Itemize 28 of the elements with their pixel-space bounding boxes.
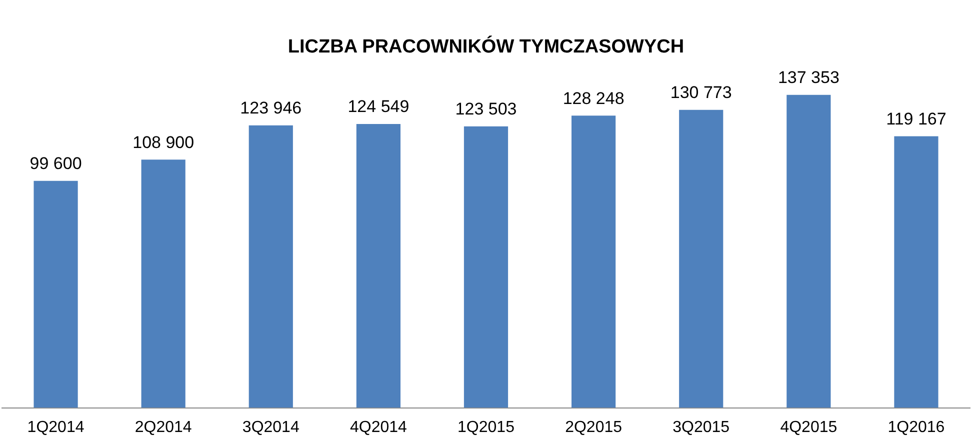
- bar: [786, 94, 831, 408]
- x-tick-label: 1Q2016: [888, 418, 945, 436]
- data-label: 137 353: [778, 68, 840, 88]
- x-tick-label: 4Q2014: [350, 418, 408, 436]
- bar: [356, 124, 400, 408]
- bar: [141, 160, 186, 408]
- bar: [34, 180, 78, 408]
- x-tick-label: 1Q2015: [458, 418, 515, 436]
- data-label: 108 900: [132, 132, 194, 152]
- data-label: 130 773: [670, 83, 732, 102]
- bar: [894, 136, 938, 408]
- data-label: 123 503: [455, 100, 517, 119]
- x-tick-label: 1Q2014: [27, 418, 84, 436]
- bar: [679, 110, 724, 408]
- x-tick-label: 2Q2014: [134, 418, 192, 436]
- bar: [572, 116, 616, 408]
- data-label: 124 549: [348, 97, 410, 116]
- x-tick-label: 2Q2015: [565, 418, 622, 436]
- x-tick-label: 3Q2014: [242, 418, 300, 436]
- x-tick-label: 4Q2015: [780, 418, 838, 436]
- data-label: 99 600: [30, 154, 82, 174]
- bar: [248, 125, 293, 408]
- x-tick-label: 3Q2015: [672, 418, 730, 436]
- data-label: 119 167: [886, 109, 946, 128]
- chart-title: LICZBA PRACOWNIKÓW TYMCZASOWYCH: [288, 36, 684, 58]
- data-label: 128 248: [562, 88, 624, 108]
- data-label: 123 946: [240, 98, 302, 118]
- bar: [464, 126, 508, 408]
